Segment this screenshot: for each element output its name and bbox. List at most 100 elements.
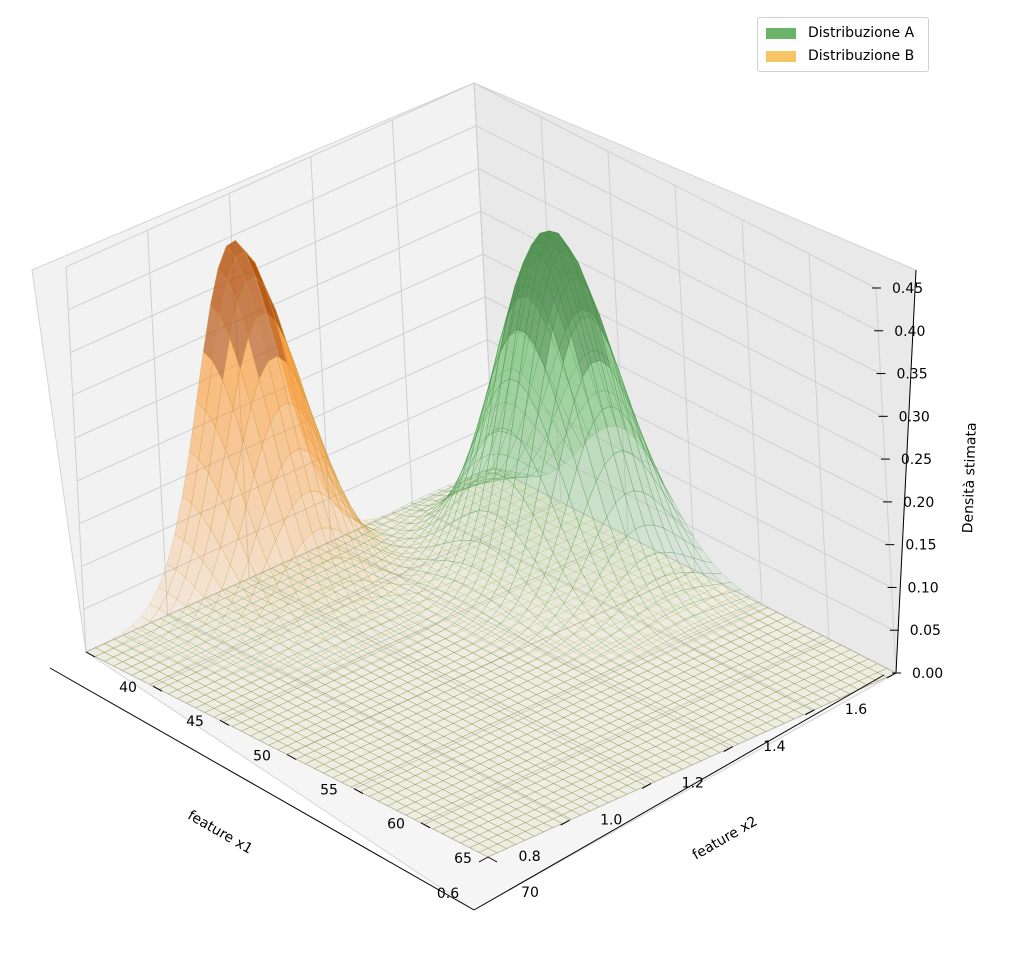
surface-cell — [676, 565, 696, 575]
surface-cell — [629, 613, 649, 623]
surface-cell — [536, 663, 556, 674]
surface-cell — [674, 680, 694, 690]
surface-cell — [702, 641, 723, 651]
surface-cell — [592, 638, 612, 648]
surface-cell — [501, 512, 522, 522]
surface-cell — [545, 650, 566, 660]
surface-cell — [370, 647, 391, 659]
surface-cell — [174, 495, 192, 541]
surface-b — [85, 239, 897, 858]
surface-cell — [490, 666, 510, 677]
surface-cell — [646, 657, 667, 668]
gridline-x2 — [607, 151, 629, 537]
surface-cell — [408, 592, 428, 603]
surface-cell — [499, 653, 520, 664]
surface-cell — [490, 631, 511, 641]
surface-cell — [304, 570, 325, 603]
surface-cell — [428, 519, 448, 529]
surface-cell — [620, 564, 641, 574]
surface-cell — [492, 507, 513, 518]
surface-cell — [528, 552, 549, 563]
surface-cell — [665, 640, 686, 650]
surface-cell — [389, 639, 409, 651]
surface-cell — [379, 608, 400, 622]
surface-cell — [306, 669, 326, 680]
surface-cell — [305, 626, 326, 645]
surface-cell — [619, 661, 639, 671]
surface-cell — [203, 574, 223, 609]
surface-cell — [712, 601, 732, 612]
x2-tick-label: 70 — [521, 885, 539, 901]
surface-cell — [611, 559, 632, 569]
surface-cell — [223, 661, 243, 673]
surface-cell — [647, 595, 668, 606]
surface-cell — [313, 563, 334, 595]
surface-cell — [389, 594, 409, 607]
surface-cell — [417, 590, 438, 600]
surface-cell — [417, 572, 438, 582]
surface-cell — [775, 687, 795, 697]
surface-cell — [584, 554, 604, 564]
surface-cell — [258, 560, 278, 602]
surface-cell — [407, 677, 427, 688]
surface-cell — [527, 623, 548, 633]
surface-cell — [483, 494, 504, 504]
surface-cell — [419, 497, 439, 507]
surface-cell — [455, 550, 475, 561]
surface-cell — [518, 601, 539, 611]
surface-cell — [223, 647, 243, 662]
surface-cell — [205, 648, 225, 662]
surface-cell — [140, 656, 160, 667]
surface-cell — [610, 656, 630, 667]
surface-cell — [428, 492, 449, 503]
surface-cell — [409, 543, 429, 552]
surface-cell — [721, 597, 742, 608]
surface-cell — [379, 595, 400, 609]
surface-cell — [508, 658, 529, 668]
surface-cell — [601, 599, 622, 609]
surface-cell — [351, 599, 372, 618]
surface-cell — [803, 657, 824, 667]
surface-cell — [398, 574, 419, 585]
surface-cell — [547, 518, 568, 528]
surface-cell — [593, 532, 614, 542]
surface-cell — [388, 668, 409, 678]
surface-cell — [444, 643, 465, 653]
surface-cell — [491, 587, 512, 597]
surface-cell — [389, 572, 410, 585]
surface-cell — [445, 580, 466, 591]
surface-cell — [574, 576, 595, 586]
surface-cell — [122, 636, 142, 648]
surface-cell — [555, 628, 575, 639]
surface-cell — [557, 513, 577, 524]
surface-cell — [738, 668, 759, 679]
surface-cell — [204, 631, 224, 650]
surface-cell — [830, 680, 851, 690]
surface-cell — [454, 585, 475, 596]
surface-cell — [140, 621, 160, 636]
surface-cell — [628, 648, 649, 658]
surface-cell — [342, 671, 363, 681]
surface-cell — [665, 658, 685, 668]
z-tick-label: 0.10 — [908, 580, 939, 596]
surface-cell — [343, 661, 363, 672]
surface-cell — [418, 531, 439, 541]
surface-cell — [491, 613, 511, 624]
surface-cell — [582, 642, 603, 653]
surface-cell — [683, 694, 703, 704]
gridline-x1 — [147, 230, 169, 616]
surface-cell — [159, 632, 179, 646]
surface-cell — [655, 680, 676, 690]
surface-cell — [426, 614, 446, 625]
surface-cell — [619, 643, 640, 654]
surface-cell — [287, 668, 308, 680]
surface-cell — [363, 518, 384, 526]
gridline-x2 — [875, 287, 897, 674]
surface-cell — [538, 495, 559, 506]
surface-cell — [628, 666, 648, 676]
legend-item-b: Distribuzione B — [766, 47, 914, 65]
surface-cell — [657, 591, 677, 601]
surface-cell — [639, 555, 659, 566]
surface-cell — [398, 664, 418, 674]
surface-cell — [721, 606, 741, 616]
